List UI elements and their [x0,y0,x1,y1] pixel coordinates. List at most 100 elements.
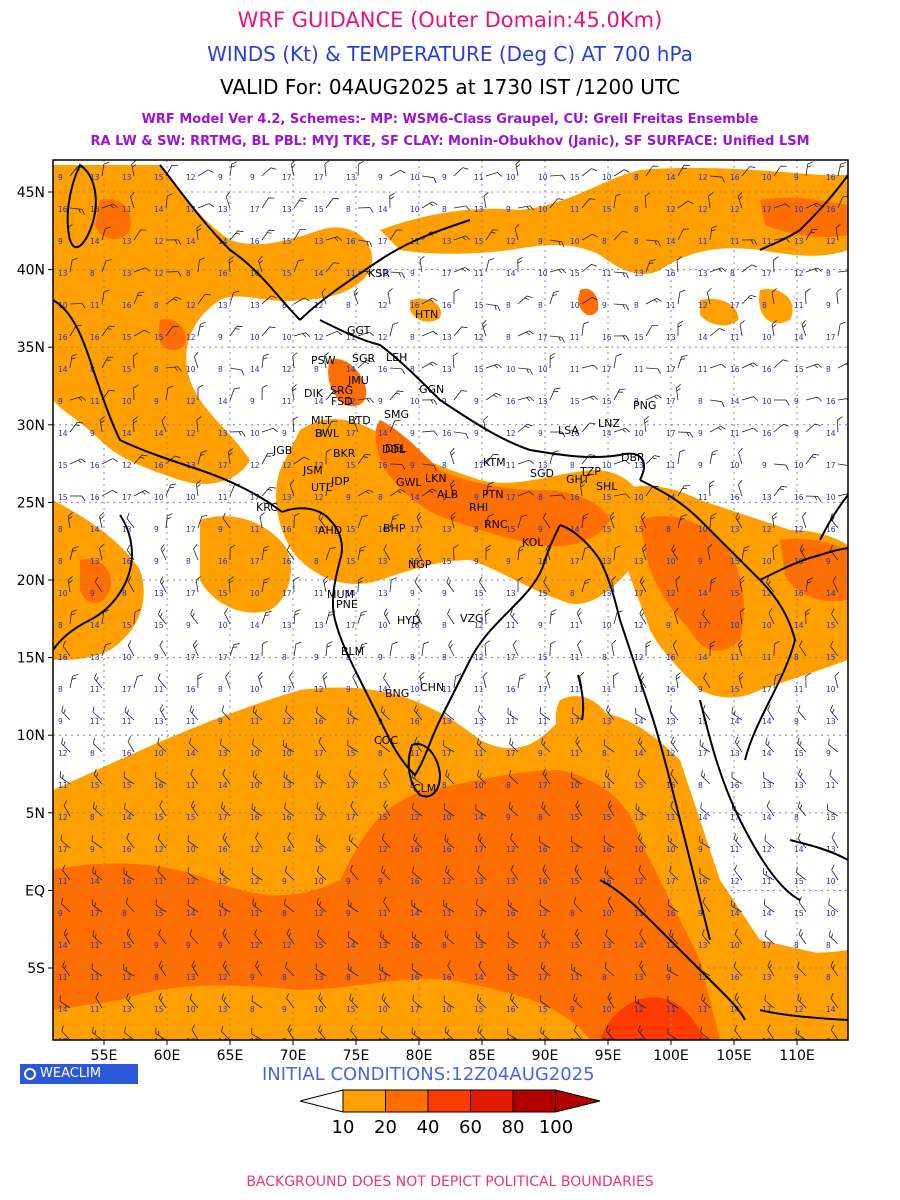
city-label: UTL [311,481,333,494]
wind-barb [828,898,839,913]
wind-barb [475,931,487,945]
latitude-label: 15N [17,651,45,667]
wind-barb [389,322,399,337]
wind-barb [383,768,391,785]
wind-barb [605,929,615,945]
wind-speed-label: 8 [58,621,63,630]
wind-barb [124,1026,135,1040]
wind-barb [836,288,842,305]
wind-barb [229,544,236,561]
wind-speed-label: 13 [698,941,708,950]
wind-barb [677,449,686,465]
wind-speed-label: 8 [218,365,223,374]
wind-barb [258,255,263,273]
wind-speed-label: 9 [218,333,223,342]
wind-speed-label: 10 [314,877,324,886]
wind-barb [801,511,807,529]
wind-barb [63,928,71,945]
wind-barb [771,320,777,337]
wind-barb [285,705,295,721]
wind-speed-label: 17 [122,685,132,694]
wind-barb [549,640,556,657]
wind-speed-label: 15 [570,877,580,886]
wind-barb [671,544,679,561]
wind-barb [261,486,276,497]
wind-speed-label: 13 [442,525,452,534]
wind-barb [412,994,423,1009]
wind-barb [672,640,679,657]
wind-barb [637,769,647,785]
wind-speed-label: 8 [538,301,543,310]
wind-barb [381,865,391,881]
wind-speed-label: 16 [762,365,772,374]
wind-barb [539,899,551,913]
wind-speed-label: 12 [698,973,708,982]
wind-barb [609,511,615,529]
wind-speed-label: 14 [698,813,708,822]
wind-barb [481,319,487,337]
wind-speed-label: 8 [314,557,319,566]
wind-barb [773,359,789,369]
wind-speed-label: 12 [154,845,164,854]
wind-speed-label: 15 [826,813,836,822]
wind-barb [477,769,487,785]
wind-barb [639,608,647,625]
wind-speed-label: 10 [730,621,740,630]
wind-speed-label: 12 [122,461,132,470]
wind-barb [766,800,775,817]
wind-speed-label: 11 [762,237,772,246]
wind-barb [220,738,231,753]
longitude-label: 70E [280,1048,307,1064]
wind-barb [701,993,711,1009]
wind-barb [444,1026,455,1040]
wind-speed-label: 12 [698,205,708,214]
wind-barb [220,801,231,817]
wind-barb [798,928,807,945]
wind-speed-label: 11 [442,685,452,694]
wind-barb [798,769,807,785]
wind-speed-label: 13 [154,589,164,598]
wind-speed-label: 10 [730,461,740,470]
wind-speed-label: 11 [474,269,484,278]
city-label: VZG [460,612,484,625]
wind-barb [291,384,297,401]
wind-barb [830,705,839,721]
wind-speed-label: 17 [762,205,772,214]
wind-speed-label: 9 [698,429,703,438]
wind-speed-label: 15 [218,877,228,886]
wind-speed-label: 11 [378,909,388,918]
wind-speed-label: 17 [250,557,260,566]
wind-barb [293,297,310,305]
wind-barb [133,674,144,689]
wind-barb [190,800,199,817]
wind-speed-label: 17 [474,461,484,470]
wind-barb [549,268,567,274]
wind-barb [380,706,391,721]
wind-barb [101,642,112,657]
wind-barb [741,239,758,245]
wind-barb [734,992,743,1009]
wind-speed-label: 13 [634,269,644,278]
wind-speed-label: 12 [314,909,324,918]
wind-barb [805,608,811,625]
wind-speed-label: 16 [730,365,740,374]
wind-barb [453,235,471,241]
wind-barb [383,800,391,817]
wind-barb [357,489,374,497]
wind-speed-label: 13 [122,237,132,246]
city-label: PNG [633,399,656,412]
wind-barb [101,259,112,273]
wind-barb [62,640,71,657]
wind-speed-label: 13 [378,941,388,950]
wind-speed-label: 8 [314,365,319,374]
wind-barb [667,964,679,977]
wind-barb [701,929,711,945]
wind-barb [124,802,135,817]
wind-barb [197,257,205,273]
wind-barb [315,963,327,977]
wind-speed-label: 13 [314,429,324,438]
coastlines [53,163,848,1021]
wind-speed-label: 14 [602,429,612,438]
wind-barb [734,1024,743,1040]
wind-barb [347,931,359,945]
